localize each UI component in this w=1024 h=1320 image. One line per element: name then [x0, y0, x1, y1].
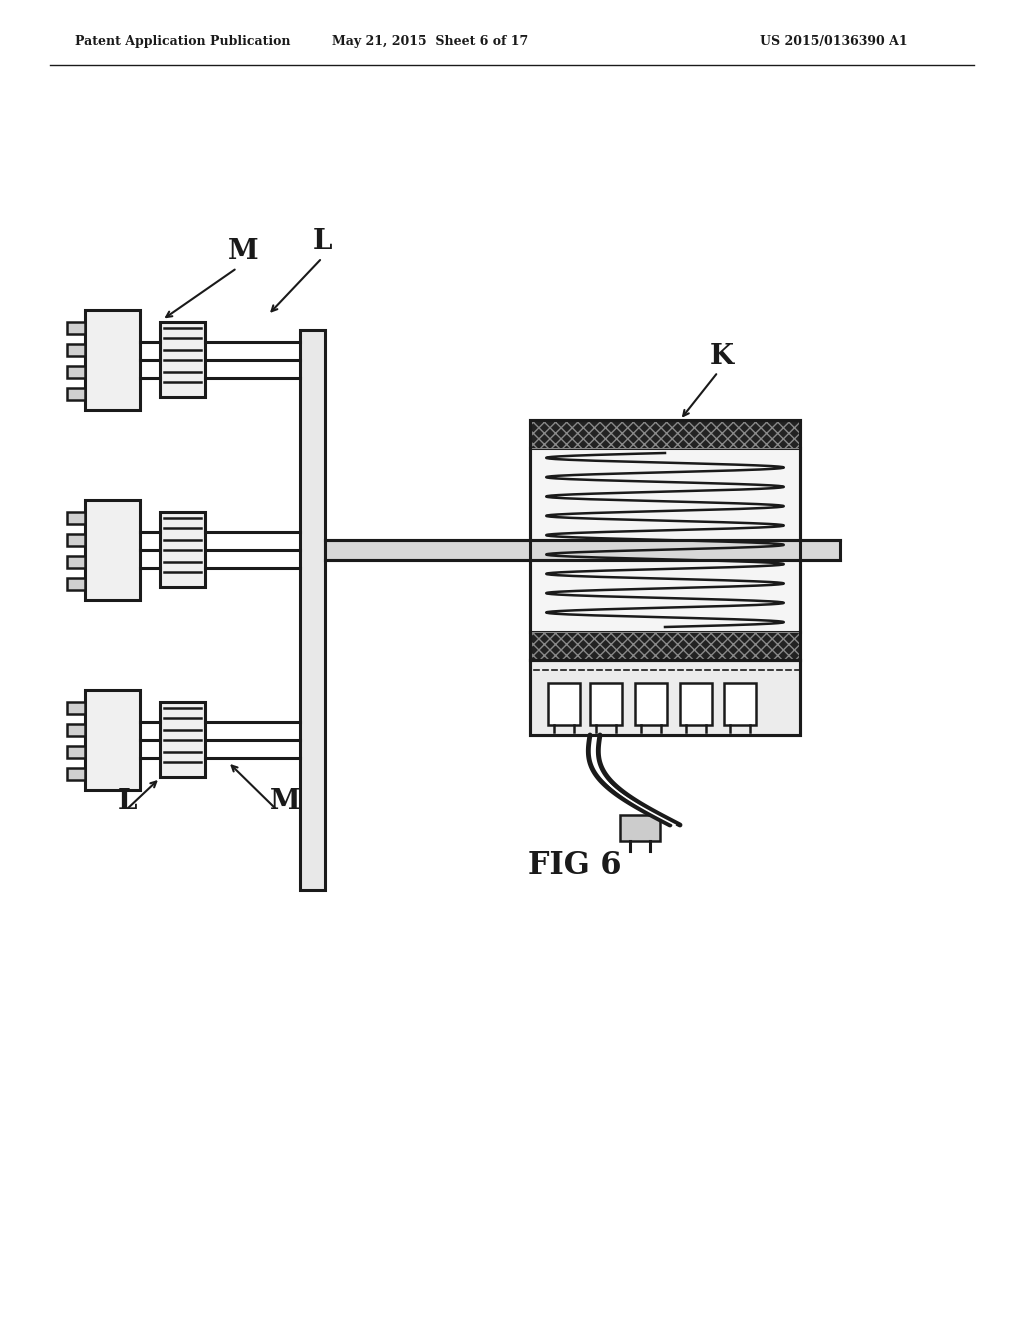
Text: FIG 6: FIG 6 [528, 850, 622, 880]
Bar [530, 447, 800, 632]
Bar [548, 682, 580, 725]
Text: L: L [313, 228, 333, 255]
Bar [160, 512, 205, 587]
Bar [530, 420, 800, 447]
Text: May 21, 2015  Sheet 6 of 17: May 21, 2015 Sheet 6 of 17 [332, 36, 528, 49]
Bar [67, 345, 85, 356]
Bar [724, 682, 756, 725]
Bar [67, 768, 85, 780]
Text: M: M [228, 238, 259, 265]
Bar [85, 690, 140, 789]
Bar [67, 535, 85, 546]
Text: K: K [710, 343, 734, 370]
Text: M: M [270, 788, 301, 814]
Text: Patent Application Publication: Patent Application Publication [75, 36, 291, 49]
Bar [67, 366, 85, 378]
Bar [530, 420, 800, 660]
Bar [620, 814, 660, 841]
Bar [85, 500, 140, 601]
Bar [67, 723, 85, 737]
Bar [67, 556, 85, 568]
Bar [530, 632, 800, 660]
Bar [67, 578, 85, 590]
Bar [530, 632, 800, 660]
Bar [67, 702, 85, 714]
Bar [680, 682, 712, 725]
Bar [67, 746, 85, 758]
Bar [67, 322, 85, 334]
Bar [85, 310, 140, 411]
Bar [590, 682, 622, 725]
Bar [325, 540, 840, 560]
Bar [530, 420, 800, 447]
Bar [635, 682, 667, 725]
Bar [160, 322, 205, 397]
Bar [67, 388, 85, 400]
Text: L: L [118, 788, 137, 814]
Bar [300, 330, 325, 890]
Bar [160, 702, 205, 777]
Bar [530, 660, 800, 735]
Bar [530, 660, 800, 735]
Text: US 2015/0136390 A1: US 2015/0136390 A1 [760, 36, 907, 49]
Bar [67, 512, 85, 524]
